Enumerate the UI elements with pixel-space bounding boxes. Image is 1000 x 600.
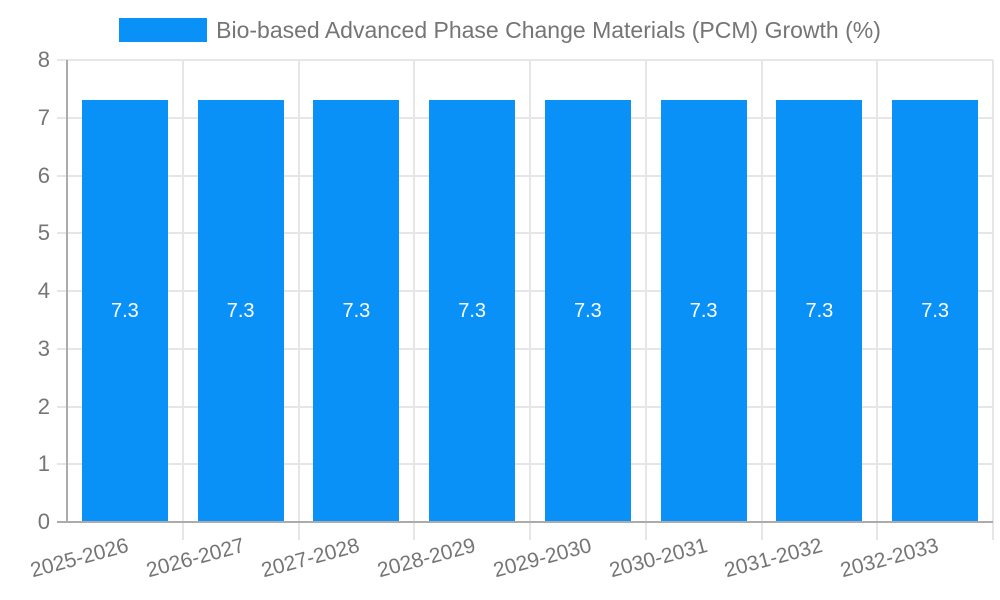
gridline-horizontal	[57, 290, 993, 292]
bar: 7.3	[313, 100, 400, 522]
bar-value-label: 7.3	[458, 299, 487, 322]
legend-swatch	[119, 18, 208, 42]
gridline-vertical	[992, 60, 994, 540]
y-axis-tick-label: 5	[37, 220, 50, 246]
gridline-horizontal	[57, 116, 993, 119]
y-axis-tick-label: 0	[37, 509, 50, 534]
bar-value-label: 7.3	[573, 299, 602, 322]
bar-value-label: 7.3	[805, 299, 834, 322]
legend-label: Bio-based Advanced Phase Change Material…	[216, 17, 881, 43]
y-axis-tick-label: 8	[37, 47, 50, 72]
y-axis-tick-label: 2	[37, 393, 50, 419]
y-axis-tick-label: 6	[37, 162, 50, 188]
bar-value-label: 7.3	[342, 299, 371, 322]
y-axis-tick-label: 7	[37, 104, 50, 130]
gridline-vertical	[181, 60, 184, 540]
bar-value-label: 7.3	[226, 299, 255, 322]
bar: 7.3	[197, 100, 284, 522]
gridline-horizontal	[57, 347, 993, 350]
y-axis-tick-label: 3	[37, 335, 50, 361]
gridline-vertical	[644, 60, 647, 540]
gridline-horizontal	[57, 405, 993, 408]
gridline-vertical	[760, 60, 763, 540]
y-axis-line	[66, 60, 68, 522]
bar: 7.3	[429, 100, 516, 522]
gridline-horizontal	[57, 174, 993, 177]
gridline-vertical	[413, 60, 416, 540]
gridline-horizontal	[57, 232, 993, 235]
bar-value-label: 7.3	[921, 299, 950, 322]
bar: 7.3	[776, 100, 863, 522]
y-axis-tick-label: 1	[37, 451, 50, 477]
bar: 7.3	[544, 100, 631, 522]
bar: 7.3	[660, 100, 747, 522]
x-axis-line	[57, 521, 993, 523]
gridline-vertical	[876, 60, 879, 540]
y-axis-tick-label: 4	[37, 278, 50, 303]
gridline-horizontal	[57, 463, 993, 466]
legend-item[interactable]: Bio-based Advanced Phase Change Material…	[0, 16, 1000, 44]
bar-value-label: 7.3	[689, 299, 718, 322]
gridline-vertical	[529, 60, 531, 540]
gridline-horizontal	[57, 59, 993, 61]
gridline-vertical	[297, 60, 300, 540]
bar: 7.3	[892, 100, 979, 522]
bar: 7.3	[81, 100, 168, 522]
bar-value-label: 7.3	[110, 299, 139, 322]
